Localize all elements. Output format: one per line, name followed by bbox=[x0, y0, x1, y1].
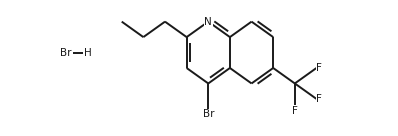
Text: N: N bbox=[205, 17, 212, 27]
Text: F: F bbox=[316, 63, 322, 73]
Text: Br: Br bbox=[203, 109, 214, 119]
Text: F: F bbox=[292, 106, 298, 116]
Text: F: F bbox=[316, 94, 322, 104]
Text: H: H bbox=[84, 48, 92, 58]
Text: Br: Br bbox=[60, 48, 72, 58]
